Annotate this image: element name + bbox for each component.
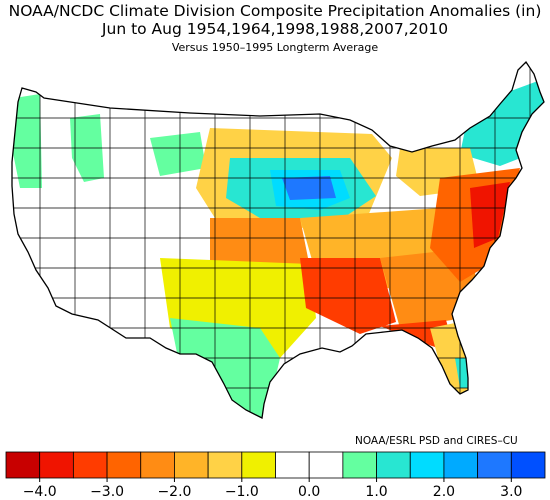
colorbar-cell bbox=[275, 451, 310, 479]
colorbar-tick-label: −3.0 bbox=[90, 484, 124, 500]
colorbar-cell bbox=[409, 451, 445, 479]
colorbar-cell bbox=[241, 451, 276, 479]
colorbar-cell bbox=[477, 451, 512, 479]
colorbar-tick-label: 0.0 bbox=[298, 484, 320, 500]
colorbar-cell bbox=[140, 451, 175, 479]
colorbar-tick-label: 3.0 bbox=[500, 484, 522, 500]
us-climate-division-map bbox=[11, 61, 545, 419]
colorbar-legend: −4.0−3.0−2.0−1.00.01.02.03.04.0 bbox=[5, 451, 546, 500]
map-region-iowa-core bbox=[282, 176, 336, 200]
colorbar-cells bbox=[5, 451, 546, 479]
colorbar-cell bbox=[207, 451, 243, 479]
map-title: NOAA/NCDC Climate Division Composite Pre… bbox=[8, 2, 542, 20]
division-borders bbox=[12, 62, 544, 418]
colorbar-cell bbox=[39, 451, 74, 479]
colorbar-cell bbox=[376, 451, 411, 479]
map-subtitle: Jun to Aug 1954,1964,1998,1988,2007,2010 bbox=[101, 20, 449, 38]
map-reference-period: Versus 1950–1995 Longterm Average bbox=[171, 41, 379, 54]
colorbar-cell bbox=[5, 451, 41, 479]
map-region-chesapeake bbox=[470, 182, 510, 248]
map-region-deep-south bbox=[300, 258, 396, 334]
colorbar-cell bbox=[443, 451, 479, 479]
colorbar-ticks: −4.0−3.0−2.0−1.00.01.02.03.04.0 bbox=[23, 478, 522, 500]
map-region-texas-gulf-coast bbox=[170, 318, 280, 418]
colorbar-cell bbox=[106, 451, 142, 479]
map-region-northern-rockies bbox=[150, 132, 206, 176]
colorbar-tick-label: 2.0 bbox=[433, 484, 455, 500]
colorbar-cell bbox=[174, 451, 209, 479]
colorbar-cell bbox=[72, 451, 108, 479]
map-region-new-england bbox=[460, 78, 544, 166]
map-region-pacific-nw-coast bbox=[12, 94, 42, 188]
colorbar-tick-label: −1.0 bbox=[225, 484, 259, 500]
colorbar-cell bbox=[510, 451, 546, 479]
colorbar-cell bbox=[308, 451, 344, 479]
colorbar-cell bbox=[342, 451, 377, 479]
data-credit: NOAA/ESRL PSD and CIRES–CU bbox=[355, 435, 518, 447]
colorbar-tick-label: −4.0 bbox=[23, 484, 57, 500]
colorbar-tick-label: 1.0 bbox=[365, 484, 387, 500]
colorbar-tick-label: −2.0 bbox=[157, 484, 191, 500]
